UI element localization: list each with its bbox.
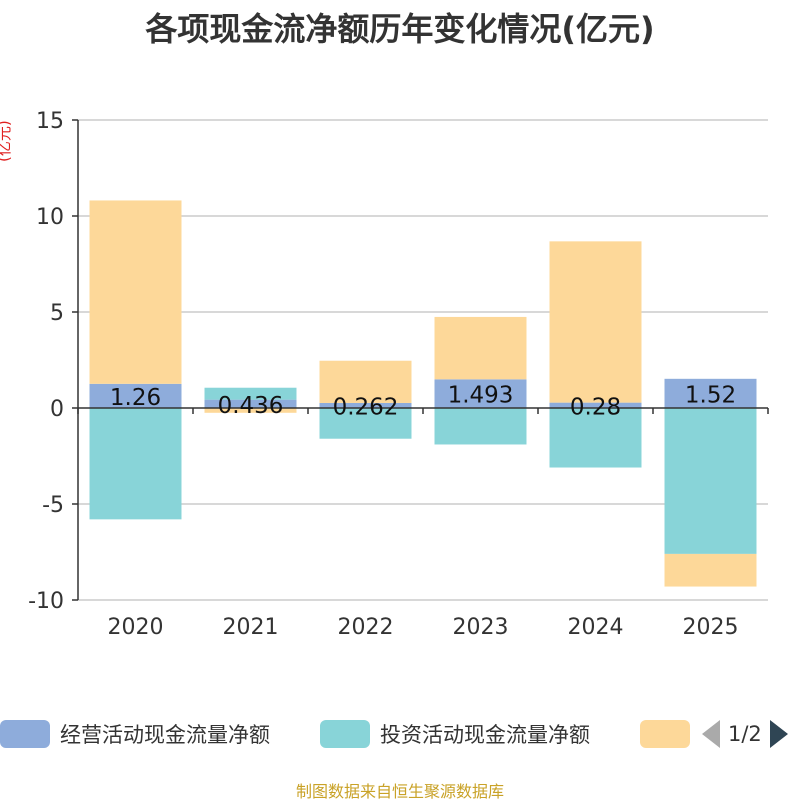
- y-tick-label-0: 0: [50, 397, 64, 422]
- chart-title: 各项现金流净额历年变化情况(亿元): [145, 10, 655, 48]
- y-tick-label-10: 10: [36, 205, 64, 230]
- x-tick-label-2023: 2023: [453, 615, 509, 640]
- bar-2021-series-0: [204, 399, 297, 408]
- bar-2022-series-2: [319, 360, 412, 403]
- bar-2020-series-1: [89, 408, 182, 520]
- data-label-2021: 0.436: [218, 393, 284, 419]
- data-label-2025: 1.52: [685, 382, 736, 408]
- legend-swatch-investing: [320, 720, 370, 748]
- data-label-2023: 1.493: [448, 383, 514, 409]
- bar-2022-series-1: [319, 408, 412, 439]
- bar-2025-series-1: [664, 408, 757, 554]
- pager-prev-icon[interactable]: [702, 720, 720, 748]
- x-tick-label-2020: 2020: [108, 615, 164, 640]
- legend-item-third-series[interactable]: [640, 716, 700, 752]
- bar-2025-series-2: [664, 553, 757, 587]
- data-source-note: 制图数据来自恒生聚源数据库: [295, 782, 504, 801]
- x-tick-label-2025: 2025: [683, 615, 739, 640]
- bar-2022-series-0: [319, 402, 412, 408]
- data-label-2024: 0.28: [570, 394, 621, 420]
- bar-2024-series-2: [549, 241, 642, 403]
- chart-plot: 15 10 5 0 -5 -10 2020 2021 2022 2023 2024 2025 1.26…: [28, 109, 769, 640]
- x-tick-label-2021: 2021: [223, 615, 279, 640]
- y-tick-label-15: 15: [36, 109, 64, 134]
- x-tick-label-2024: 2024: [568, 615, 624, 640]
- bar-2020-series-2: [89, 200, 182, 384]
- bar-2025-series-0: [664, 378, 757, 408]
- bar-2020-series-0: [89, 383, 182, 408]
- legend-item-investing[interactable]: 投资活动现金流量净额: [320, 716, 590, 752]
- data-label-2022: 0.262: [333, 394, 399, 420]
- legend-swatch-operating: [0, 720, 50, 748]
- bar-2023-series-2: [434, 316, 527, 380]
- bar-2023-series-0: [434, 379, 527, 408]
- bar-2024-series-0: [549, 402, 642, 408]
- data-label-2020: 1.26: [110, 385, 161, 411]
- bar-2023-series-1: [434, 408, 527, 445]
- pager-next-icon[interactable]: [769, 720, 788, 748]
- bar-2021-series-2: [204, 408, 297, 413]
- legend-label-operating: 经营活动现金流量净额: [60, 723, 270, 747]
- legend-pager: 1/2: [700, 716, 800, 752]
- legend-swatch-third-series: [640, 720, 690, 748]
- pager-page-text: 1/2: [728, 722, 762, 746]
- legend-label-investing: 投资活动现金流量净额: [380, 723, 590, 747]
- bar-2021-series-1: [204, 387, 297, 400]
- y-tick-label--5: -5: [42, 493, 64, 518]
- legend-item-operating[interactable]: 经营活动现金流量净额: [0, 716, 270, 752]
- bar-2024-series-1: [549, 408, 642, 468]
- x-tick-label-2022: 2022: [338, 615, 394, 640]
- y-tick-label--10: -10: [28, 589, 64, 614]
- legend: 经营活动现金流量净额 投资活动现金流量净额 1/2: [0, 716, 800, 752]
- y-tick-label-5: 5: [50, 301, 64, 326]
